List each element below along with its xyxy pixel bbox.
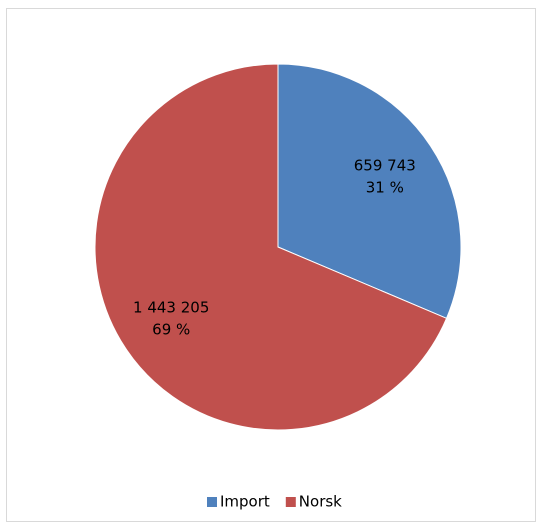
value-label: 1 443 205 bbox=[133, 298, 209, 316]
legend-swatch bbox=[207, 497, 217, 507]
percent-label: 69 % bbox=[152, 320, 190, 338]
value-label: 659 743 bbox=[354, 157, 416, 175]
pie-slice bbox=[94, 63, 448, 431]
pie-slice bbox=[277, 63, 462, 319]
legend-label: Import bbox=[220, 493, 270, 511]
legend-swatch bbox=[285, 497, 296, 507]
percent-label: 31 % bbox=[366, 179, 404, 197]
legend-label: Norsk bbox=[299, 493, 342, 511]
